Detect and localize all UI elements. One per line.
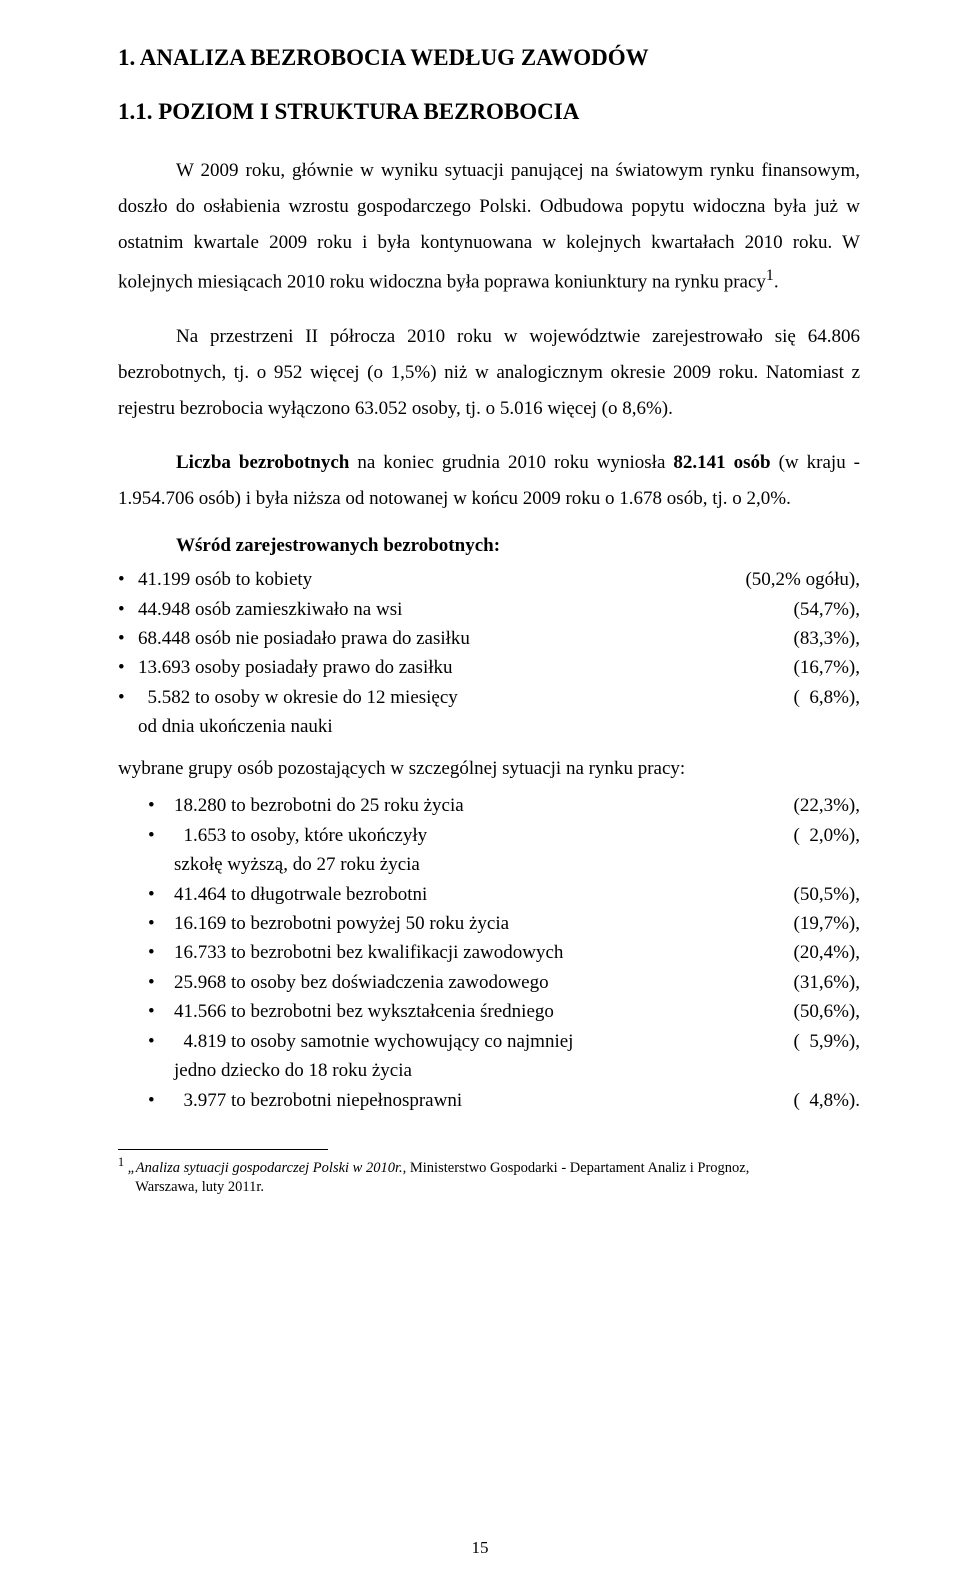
list-item-pct: ( 6,8%), <box>794 683 860 742</box>
list-item: 5.582 to osoby w okresie do 12 miesięcy … <box>118 683 860 742</box>
list-item-pct: (16,7%), <box>794 653 860 682</box>
paragraph-1: W 2009 roku, głównie w wyniku sytuacji p… <box>118 153 860 301</box>
footnote-italic: „Analiza sytuacji gospodarczej Polski w … <box>124 1160 406 1176</box>
list-item-label: 3.977 to bezrobotni niepełnosprawni <box>174 1086 794 1115</box>
paragraph-2: Na przestrzeni II półrocza 2010 roku w w… <box>118 319 860 427</box>
p1-text-a: W 2009 roku, głównie w wyniku sytuacji p… <box>176 160 754 181</box>
list-item: 13.693 osoby posiadały prawo do zasiłku(… <box>118 653 860 682</box>
list-item-pct: (19,7%), <box>794 909 860 938</box>
list-item-pct: (31,6%), <box>794 968 860 997</box>
p1-end: . <box>774 272 779 293</box>
list-item-pct: (50,5%), <box>794 880 860 909</box>
list-item-label: 13.693 osoby posiadały prawo do zasiłku <box>138 653 794 682</box>
heading-2: 1.1. POZIOM I STRUKTURA BEZROBOCIA <box>118 99 860 125</box>
sub-heading: Wśród zarejestrowanych bezrobotnych: <box>118 535 860 557</box>
list-item-label: 68.448 osób nie posiadało prawa do zasił… <box>138 624 794 653</box>
list-item: 1.653 to osoby, które ukończyły szkołę w… <box>148 821 860 880</box>
list-item-label: 18.280 to bezrobotni do 25 roku życia <box>174 791 794 820</box>
list-item-pct: (22,3%), <box>794 791 860 820</box>
list-item-label: 4.819 to osoby samotnie wychowujący co n… <box>174 1027 794 1086</box>
superscript-1: 1 <box>766 267 774 284</box>
list-item-pct: (50,2% ogółu), <box>745 565 860 594</box>
list-item: 18.280 to bezrobotni do 25 roku życia(22… <box>148 791 860 820</box>
footnote: 1 „Analiza sytuacji gospodarczej Polski … <box>118 1154 860 1198</box>
list-item-pct: (20,4%), <box>794 938 860 967</box>
list-item-label: 1.653 to osoby, które ukończyły szkołę w… <box>174 821 794 880</box>
paragraph-3: Liczba bezrobotnych na koniec grudnia 20… <box>118 445 860 517</box>
list-item-label: 41.566 to bezrobotni bez wykształcenia ś… <box>174 997 794 1026</box>
list-item-label: 44.948 osób zamieszkiwało na wsi <box>138 595 794 624</box>
list-item-label: 41.464 to długotrwale bezrobotni <box>174 880 794 909</box>
list-item-pct: ( 2,0%), <box>794 821 860 880</box>
heading-1: 1. ANALIZA BEZROBOCIA WEDŁUG ZAWODÓW <box>118 45 860 71</box>
p3-text-b: na koniec grudnia 2010 roku wyniosła <box>349 452 673 473</box>
list-item-label: 41.199 osób to kobiety <box>138 565 745 594</box>
outer-bullet-list: 41.199 osób to kobiety(50,2% ogółu),44.9… <box>118 565 860 742</box>
list-item: 41.566 to bezrobotni bez wykształcenia ś… <box>148 997 860 1026</box>
list-item: 16.169 to bezrobotni powyżej 50 roku życ… <box>148 909 860 938</box>
page-number: 15 <box>0 1538 960 1558</box>
list-item-pct: (50,6%), <box>794 997 860 1026</box>
list-item: 3.977 to bezrobotni niepełnosprawni( 4,8… <box>148 1086 860 1115</box>
list-item-pct: (83,3%), <box>794 624 860 653</box>
list-item: 25.968 to osoby bez doświadczenia zawodo… <box>148 968 860 997</box>
list-item-pct: ( 5,9%), <box>794 1027 860 1086</box>
list-item-pct: ( 4,8%). <box>794 1086 860 1115</box>
list-item-label: 16.169 to bezrobotni powyżej 50 roku życ… <box>174 909 794 938</box>
list-item: 41.199 osób to kobiety(50,2% ogółu), <box>118 565 860 594</box>
list-item: 41.464 to długotrwale bezrobotni(50,5%), <box>148 880 860 909</box>
p3-bold-1: Liczba bezrobotnych <box>176 452 349 473</box>
footnote-rule <box>118 1149 328 1150</box>
list-item-label: 25.968 to osoby bez doświadczenia zawodo… <box>174 968 794 997</box>
list-item-label: 16.733 to bezrobotni bez kwalifikacji za… <box>174 938 794 967</box>
list-item: 44.948 osób zamieszkiwało na wsi(54,7%), <box>118 595 860 624</box>
inner-bullet-list: 18.280 to bezrobotni do 25 roku życia(22… <box>118 791 860 1115</box>
p3-bold-2: 82.141 osób <box>673 452 770 473</box>
list-item-pct: (54,7%), <box>794 595 860 624</box>
intro-inner: wybrane grupy osób pozostających w szcze… <box>118 754 860 783</box>
list-item: 4.819 to osoby samotnie wychowujący co n… <box>148 1027 860 1086</box>
p2-text-a: Na przestrzeni II półrocza 2010 roku w w… <box>176 326 796 347</box>
list-item: 68.448 osób nie posiadało prawa do zasił… <box>118 624 860 653</box>
list-item-label: 5.582 to osoby w okresie do 12 miesięcy … <box>138 683 794 742</box>
list-item: 16.733 to bezrobotni bez kwalifikacji za… <box>148 938 860 967</box>
